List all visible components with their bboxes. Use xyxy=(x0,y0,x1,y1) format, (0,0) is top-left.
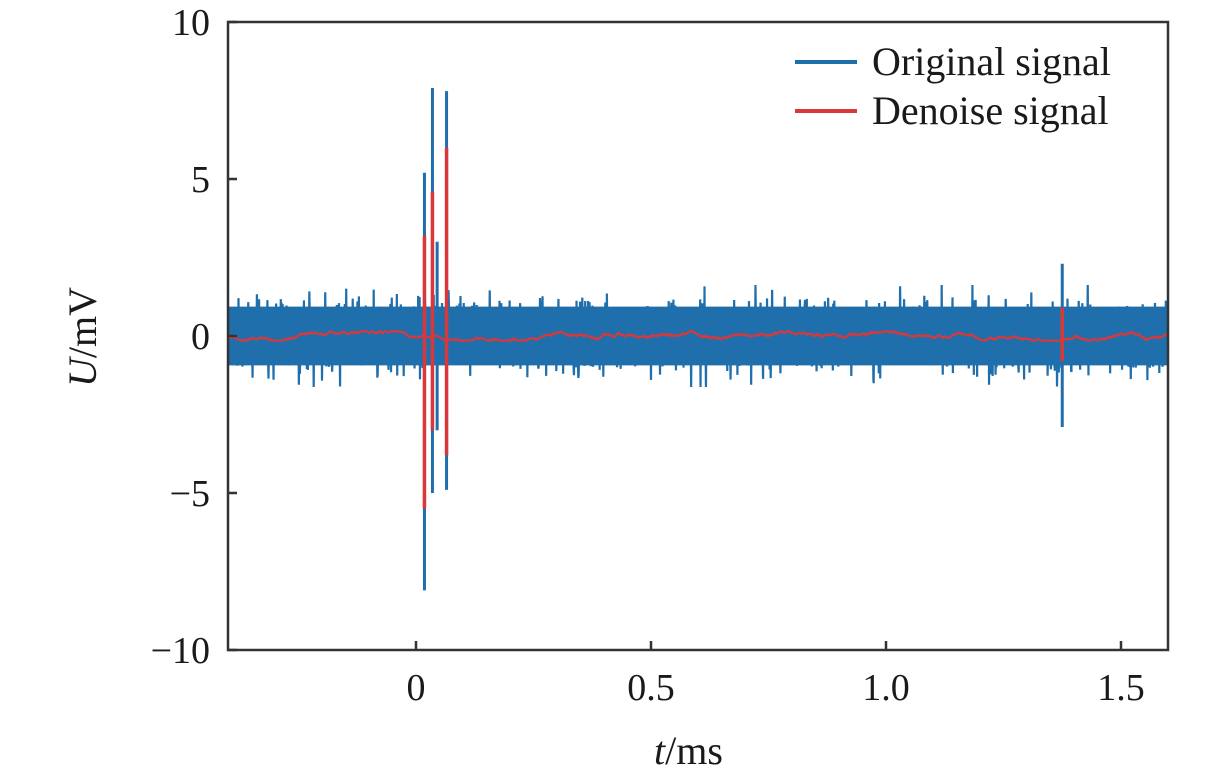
legend-label-original: Original signal xyxy=(872,39,1111,84)
x-tick-label-2: 1.0 xyxy=(862,667,910,709)
x-tick-label-0: 0 xyxy=(407,667,426,709)
y-tick-label-4: −10 xyxy=(151,630,210,672)
ticks-layer: 0 0.5 1.0 1.5 10 5 0 −5 −10 xyxy=(151,2,1145,709)
series-denoise-line xyxy=(227,329,1169,343)
x-tick-label-1: 0.5 xyxy=(627,667,675,709)
x-axis-label: t/ms xyxy=(654,728,723,773)
x-axis-label-unit: /ms xyxy=(665,728,723,773)
y-tick-label-2: 0 xyxy=(191,316,210,358)
series-layer xyxy=(226,87,1170,591)
y-tick-label-3: −5 xyxy=(170,473,210,515)
x-tick-label-3: 1.5 xyxy=(1097,667,1145,709)
y-axis-label: U/mV xyxy=(60,287,105,387)
x-axis-label-symbol: t xyxy=(654,728,666,773)
y-tick-label-1: 5 xyxy=(191,159,210,201)
legend: Original signal Denoise signal xyxy=(795,39,1111,133)
y-axis-label-unit: /mV xyxy=(60,287,105,358)
legend-label-denoise: Denoise signal xyxy=(872,88,1109,133)
y-tick-label-0: 10 xyxy=(172,2,210,44)
y-axis-label-symbol: U xyxy=(60,355,105,387)
